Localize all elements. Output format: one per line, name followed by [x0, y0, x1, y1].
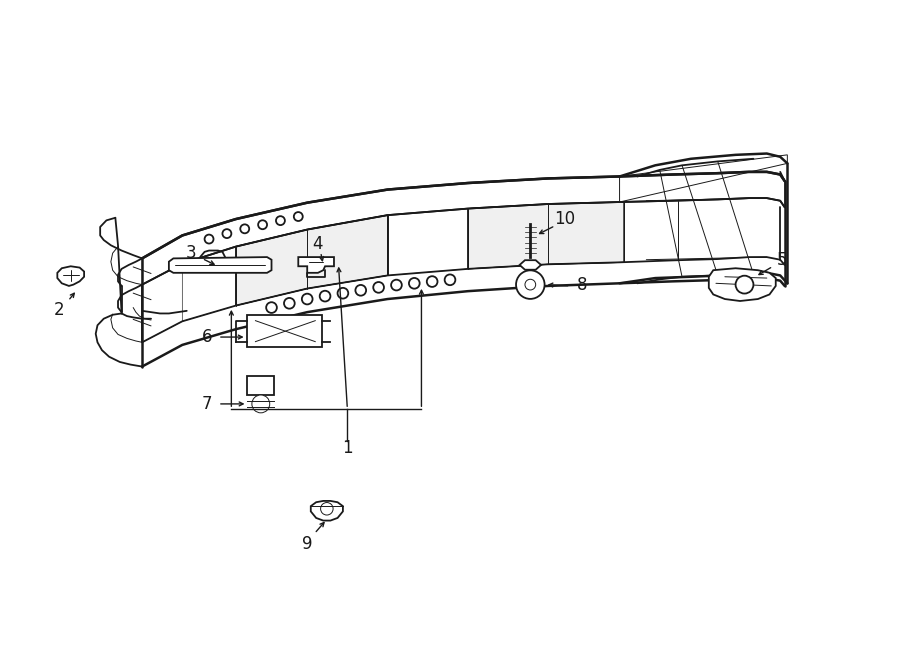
Circle shape — [525, 279, 535, 290]
Polygon shape — [142, 172, 785, 285]
Text: 6: 6 — [202, 328, 212, 346]
Circle shape — [338, 288, 348, 299]
Bar — [248, 376, 274, 395]
Text: 10: 10 — [554, 210, 575, 228]
Polygon shape — [236, 215, 388, 305]
Circle shape — [284, 298, 294, 309]
Circle shape — [409, 278, 419, 289]
Text: 9: 9 — [302, 535, 312, 553]
Circle shape — [427, 276, 437, 287]
Polygon shape — [388, 209, 468, 276]
Text: 2: 2 — [54, 301, 65, 319]
Circle shape — [240, 224, 249, 233]
Text: 3: 3 — [186, 244, 196, 262]
Polygon shape — [298, 257, 334, 273]
Polygon shape — [307, 215, 388, 289]
Circle shape — [258, 220, 267, 229]
Polygon shape — [142, 264, 183, 342]
Polygon shape — [236, 229, 307, 305]
Polygon shape — [169, 257, 272, 273]
Circle shape — [374, 282, 384, 293]
Polygon shape — [58, 266, 84, 286]
Circle shape — [516, 270, 544, 299]
Text: 7: 7 — [202, 395, 212, 413]
Circle shape — [320, 291, 330, 301]
Circle shape — [735, 276, 753, 293]
Polygon shape — [709, 268, 776, 301]
Polygon shape — [619, 155, 788, 202]
Circle shape — [252, 395, 270, 413]
Polygon shape — [519, 260, 541, 270]
Circle shape — [222, 229, 231, 238]
Bar — [247, 315, 322, 347]
Text: 5: 5 — [777, 251, 788, 269]
Text: 1: 1 — [342, 440, 353, 457]
Circle shape — [204, 235, 213, 243]
Text: 8: 8 — [577, 276, 588, 293]
Circle shape — [302, 293, 312, 305]
Text: 4: 4 — [312, 235, 323, 253]
Circle shape — [445, 274, 455, 285]
Circle shape — [276, 216, 285, 225]
Circle shape — [356, 285, 366, 295]
Circle shape — [266, 302, 277, 313]
Polygon shape — [468, 202, 624, 269]
Polygon shape — [183, 247, 236, 321]
Circle shape — [320, 502, 333, 515]
Polygon shape — [310, 501, 343, 521]
Circle shape — [392, 280, 401, 290]
Circle shape — [293, 212, 302, 221]
